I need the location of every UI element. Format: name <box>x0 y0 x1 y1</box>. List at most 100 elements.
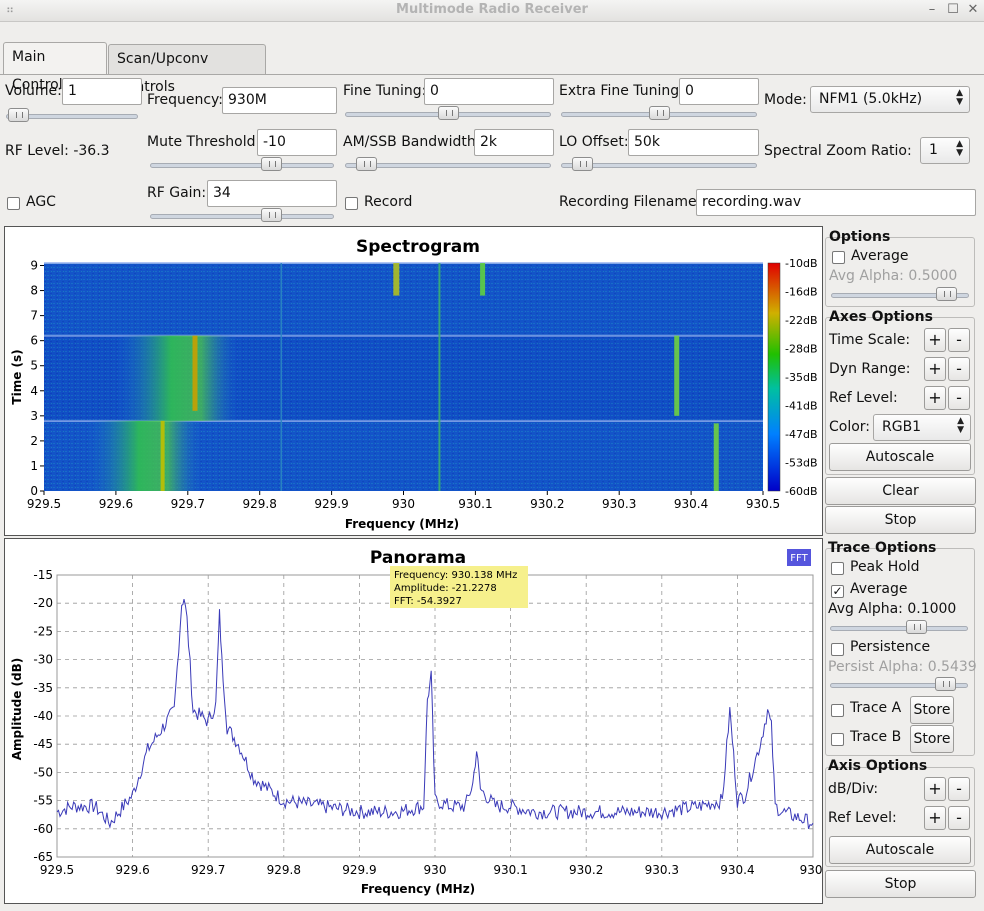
panorama-xtick-label: 930.3 <box>645 863 679 877</box>
fine-tuning-field[interactable]: 0 <box>424 78 554 105</box>
spectrogram-ylabel: Time (s) <box>10 349 24 404</box>
pan-stop-button[interactable]: Stop <box>825 870 976 898</box>
fine-tuning-slider[interactable] <box>345 106 551 122</box>
colorbar-tick-label: -60dB <box>785 485 818 498</box>
pan-avg-alpha-slider[interactable] <box>830 620 968 636</box>
spec-avg-alpha-label: Avg Alpha: 0.5000 <box>829 268 958 284</box>
spectrogram-xtick-label: 929.9 <box>314 497 348 511</box>
agc-checkbox[interactable] <box>7 197 20 210</box>
mode-select[interactable]: NFM1 (5.0kHz) ▲ ▼ <box>810 86 970 113</box>
record-checkbox[interactable] <box>345 197 358 210</box>
tooltip-amplitude: Amplitude: -21.2278 <box>394 583 497 594</box>
panorama-xtick-label: 929.5 <box>40 863 74 877</box>
persist-alpha-slider[interactable] <box>830 677 968 693</box>
updown-arrows-icon: ▲ ▼ <box>956 88 963 107</box>
recording-filename-field[interactable]: recording.wav <box>696 189 976 216</box>
minimize-icon[interactable]: – <box>928 2 936 17</box>
spin-arrows-icon[interactable]: ▲ ▼ <box>956 139 963 158</box>
color-select[interactable]: RGB1 ▲ ▼ <box>873 414 971 441</box>
am-ssb-bandwidth-field[interactable]: 2k <box>474 129 554 156</box>
spectrogram-time-segment <box>44 263 763 336</box>
recording-filename-label: Recording Filename: <box>559 194 702 210</box>
spec-ref-level-plus-button[interactable]: + <box>924 386 946 410</box>
pan-ref-level-minus-button[interactable]: - <box>948 806 970 830</box>
record-label: Record <box>364 194 413 210</box>
title-bar: ⠶ Multimode Radio Receiver – ☐ ✕ <box>0 0 984 22</box>
pan-autoscale-button[interactable]: Autoscale <box>829 836 971 864</box>
panorama-plot[interactable]: Panorama 929.5 929.6 929.7 929.8 929.9 930 930… <box>4 538 823 904</box>
panorama-xtick-label: 929.6 <box>115 863 149 877</box>
spectrogram-ytick-label: 1 <box>30 459 38 473</box>
time-scale-plus-button[interactable]: + <box>924 328 946 352</box>
persistence-checkbox[interactable] <box>831 643 844 656</box>
colorbar-tick-label: -41dB <box>785 400 818 413</box>
volume-field[interactable]: 1 <box>62 78 142 105</box>
spectral-zoom-spinbox[interactable]: 1 ▲ ▼ <box>920 137 970 164</box>
rf-gain-field[interactable]: 34 <box>207 180 337 207</box>
axes-options-heading: Axes Options <box>829 309 933 325</box>
peak-hold-checkbox[interactable] <box>831 562 844 575</box>
colorbar-tick-label: -28dB <box>785 343 818 356</box>
panorama-xtick-label: 930.2 <box>569 863 603 877</box>
persistence-label: Persistence <box>850 639 931 655</box>
clear-button[interactable]: Clear <box>825 477 976 505</box>
dyn-range-minus-button[interactable]: - <box>948 357 970 381</box>
frequency-field[interactable]: 930M <box>222 87 337 114</box>
spec-average-checkbox[interactable] <box>832 251 845 264</box>
extra-fine-tuning-slider[interactable] <box>561 106 757 122</box>
mute-threshold-slider[interactable] <box>150 157 334 173</box>
pan-average-checkbox[interactable]: ✓ <box>831 584 844 598</box>
volume-slider[interactable] <box>6 108 138 124</box>
spectrogram-xtick-label: 929.6 <box>99 497 133 511</box>
spec-ref-level-label: Ref Level: <box>829 390 898 406</box>
extra-fine-tuning-field[interactable]: 0 <box>679 78 759 105</box>
panorama-xlabel: Frequency (MHz) <box>361 882 475 896</box>
lo-offset-field[interactable]: 50k <box>628 129 759 156</box>
trace-a-store-button[interactable]: Store <box>910 696 954 724</box>
maximize-icon[interactable]: ☐ <box>947 2 959 17</box>
spectrogram-plot[interactable]: Spectrogram <box>4 226 823 536</box>
panorama-xtick-label: 929.8 <box>267 863 301 877</box>
dyn-range-label: Dyn Range: <box>829 361 911 377</box>
dyn-range-plus-button[interactable]: + <box>924 357 946 381</box>
tab-scan-upconv-controls[interactable]: Scan/Upconv Controls <box>108 44 266 95</box>
time-scale-minus-button[interactable]: - <box>948 328 970 352</box>
spectrogram-carrier <box>393 263 400 296</box>
spectrogram-ytick-label: 9 <box>30 259 38 273</box>
trace-b-checkbox[interactable] <box>831 733 844 746</box>
spectrogram-xlabel: Frequency (MHz) <box>345 517 459 531</box>
spectrogram-colorbar <box>767 262 781 492</box>
panorama-ytick-label: -55 <box>33 794 53 808</box>
colorbar-tick-label: -47dB <box>785 428 818 441</box>
spectrogram-xtick-label: 930.1 <box>458 497 492 511</box>
rf-gain-slider[interactable] <box>150 208 334 224</box>
tooltip-frequency: Frequency: 930.138 MHz <box>394 570 517 581</box>
spec-stop-button[interactable]: Stop <box>825 506 976 534</box>
mute-threshold-field[interactable]: -10 <box>257 129 337 156</box>
trace-a-label: Trace A <box>850 700 902 716</box>
spectrogram-xtick-label: 930 <box>392 497 415 511</box>
pan-ref-level-plus-button[interactable]: + <box>924 806 946 830</box>
db-div-plus-button[interactable]: + <box>924 777 946 801</box>
spec-ref-level-minus-button[interactable]: - <box>948 386 970 410</box>
spec-avg-alpha-slider[interactable] <box>831 287 969 303</box>
spectrogram-image <box>44 262 763 491</box>
trace-b-label: Trace B <box>850 729 902 745</box>
trace-options-heading: Trace Options <box>828 540 937 556</box>
trace-b-store-button[interactable]: Store <box>910 725 954 753</box>
fft-legend-badge[interactable] <box>787 549 811 566</box>
window-grip-icon[interactable]: ⠶ <box>6 3 15 16</box>
panorama-xtick-label: 930. <box>800 863 822 877</box>
db-div-minus-button[interactable]: - <box>948 777 970 801</box>
close-icon[interactable]: ✕ <box>967 2 979 17</box>
tab-main-controls[interactable]: Main Controls <box>3 42 107 93</box>
lo-offset-slider[interactable] <box>561 157 757 173</box>
spectrogram-carrier <box>280 263 283 491</box>
spectrogram-ytick-label: 4 <box>30 384 38 398</box>
colorbar-tick-label: -16dB <box>785 286 818 299</box>
fine-tuning-label: Fine Tuning: <box>343 83 427 99</box>
spec-autoscale-button[interactable]: Autoscale <box>829 443 971 471</box>
spectrogram-xtick-label: 929.7 <box>171 497 205 511</box>
trace-a-checkbox[interactable] <box>831 704 844 717</box>
am-ssb-bandwidth-slider[interactable] <box>345 157 551 173</box>
